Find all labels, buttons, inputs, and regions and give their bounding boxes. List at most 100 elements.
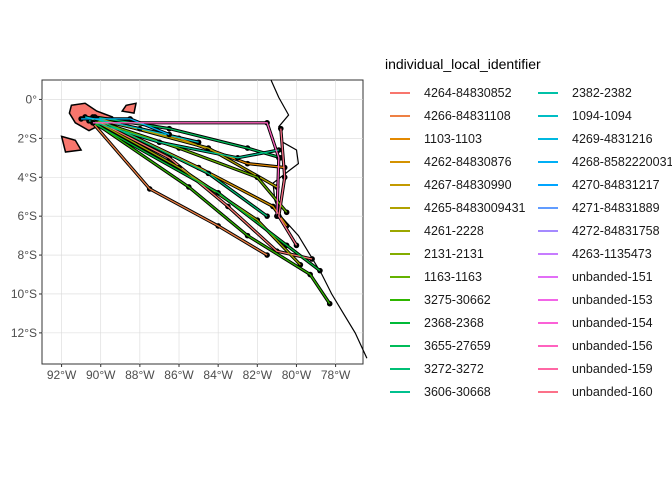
track-point	[90, 119, 96, 126]
legend-key	[538, 206, 558, 209]
legend-item: 4261-2228	[385, 219, 533, 242]
legend-item: 2382-2382	[533, 81, 672, 104]
legend-item: 4266-84831108	[385, 104, 533, 127]
x-tick-label: 90°W	[86, 368, 116, 382]
legend-key	[390, 137, 410, 140]
legend-key	[390, 390, 410, 393]
legend-label: 4272-84831758	[572, 223, 660, 238]
legend-label: 4269-4831216	[572, 131, 653, 146]
legend-key	[538, 229, 558, 232]
legend-key	[390, 160, 410, 163]
track-point	[166, 131, 173, 138]
x-tick-label: 78°W	[321, 368, 351, 382]
legend-item: 4265-8483009431	[385, 196, 533, 219]
legend-item: unbanded-154	[533, 311, 672, 334]
island	[60, 135, 83, 153]
track-line-4264-84830852	[92, 118, 313, 260]
track-point	[276, 147, 282, 153]
legend-label: unbanded-154	[572, 315, 653, 330]
legend-item: 4267-84830990	[385, 173, 533, 196]
legend-key	[538, 114, 558, 117]
legend-key	[390, 183, 410, 186]
x-tick-label: 82°W	[243, 368, 273, 382]
legend-item: 4262-84830876	[385, 150, 533, 173]
legend-key	[538, 344, 558, 347]
track-line-unbanded-160	[278, 128, 298, 246]
legend-label: 1163-1163	[424, 269, 482, 284]
y-tick-label: 4°S	[18, 170, 37, 184]
y-tick-label: 6°S	[18, 209, 37, 223]
coastline-path	[270, 79, 368, 359]
legend-item: 2131-2131	[385, 242, 533, 265]
legend-key	[390, 252, 410, 255]
legend-label: 3272-3272	[424, 361, 484, 376]
track-line-4268-8582220031	[81, 118, 170, 136]
legend-key	[538, 137, 558, 140]
legend-label: unbanded-153	[572, 292, 653, 307]
legend: individual_local_identifier 4264-8483085…	[385, 56, 672, 403]
x-tick-label: 88°W	[125, 368, 155, 382]
legend-item: 4263-1135473	[533, 242, 672, 265]
legend-label: unbanded-159	[572, 361, 653, 376]
island	[120, 102, 137, 114]
legend-item: unbanded-159	[533, 357, 672, 380]
legend-label: 4263-1135473	[572, 246, 652, 261]
x-tick-label: 86°W	[164, 368, 194, 382]
legend-key	[538, 367, 558, 370]
track-point	[309, 256, 315, 262]
legend-key	[390, 91, 410, 94]
legend-item: unbanded-160	[533, 380, 672, 403]
legend-key	[390, 344, 410, 347]
legend-key	[390, 206, 410, 209]
legend-label: 4264-84830852	[424, 85, 512, 100]
legend-label: unbanded-151	[572, 269, 653, 284]
legend-label: 3275-30662	[424, 292, 491, 307]
legend-item: 3272-3272	[385, 357, 533, 380]
legend-label: 1094-1094	[572, 108, 632, 123]
track-line-3606-30668	[88, 120, 279, 159]
legend-key	[538, 160, 558, 163]
legend-key	[538, 252, 558, 255]
legend-label: 2368-2368	[424, 315, 484, 330]
legend-item: 1094-1094	[533, 104, 672, 127]
legend-key	[390, 367, 410, 370]
legend-key	[390, 229, 410, 232]
legend-label: 1103-1103	[424, 131, 482, 146]
legend-label: 4267-84830990	[424, 177, 512, 192]
legend-key	[538, 275, 558, 278]
y-tick-label: 12°S	[11, 326, 37, 340]
legend-item: unbanded-151	[533, 265, 672, 288]
legend-label: 4262-84830876	[424, 154, 512, 169]
legend-item: 4268-8582220031	[533, 150, 672, 173]
legend-item: unbanded-153	[533, 288, 672, 311]
track-line-2368-2368	[92, 122, 321, 272]
y-tick-label: 8°S	[18, 248, 37, 262]
legend-key	[538, 321, 558, 324]
legend-key	[390, 275, 410, 278]
legend-label: unbanded-156	[572, 338, 653, 353]
track-line-unbanded-156	[92, 122, 280, 217]
legend-key	[390, 321, 410, 324]
track-line-3275-30662	[88, 118, 331, 305]
map-panel: 92°W 90°W 88°W 86°W 84°W 82°W 80°W 78°W 0° 2°S 4°…	[11, 79, 368, 382]
legend-label: 4266-84831108	[424, 108, 511, 123]
legend-label: 4270-84831217	[572, 177, 660, 192]
legend-label: 2382-2382	[572, 85, 632, 100]
legend-key	[538, 91, 558, 94]
track-point	[293, 242, 300, 249]
legend-item: 4269-4831216	[533, 127, 672, 150]
legend-key	[538, 183, 558, 186]
legend-item: 4264-84830852	[385, 81, 533, 104]
legend-key	[538, 390, 558, 393]
track-line-4266-84831108	[90, 120, 268, 256]
track-line-1094-1094	[84, 116, 199, 143]
x-tick-label: 80°W	[282, 368, 312, 382]
legend-label: 3606-30668	[424, 384, 491, 399]
legend-label: 4261-2228	[424, 223, 484, 238]
track-line-1163-1163	[90, 118, 288, 213]
x-axis: 92°W 90°W 88°W 86°W 84°W 82°W 80°W 78°W	[47, 364, 351, 382]
legend-key	[390, 298, 410, 301]
y-tick-label: 0°	[26, 92, 38, 106]
legend-label: unbanded-160	[572, 384, 653, 399]
